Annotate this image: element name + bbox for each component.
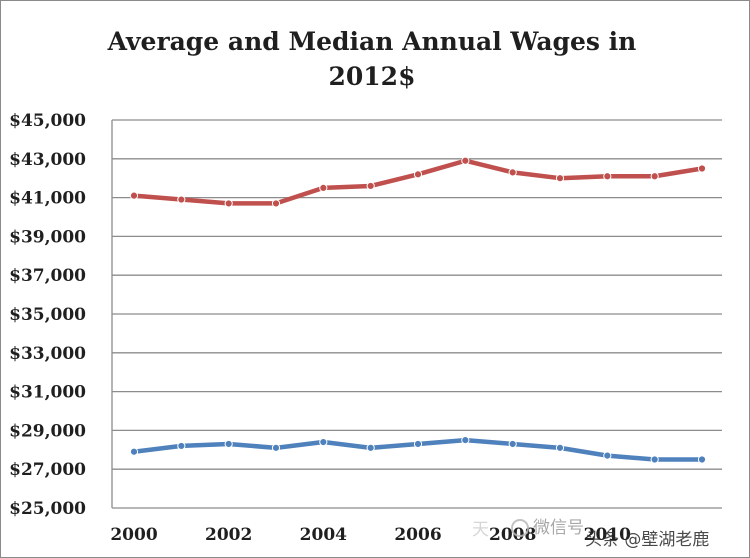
y-tick-label: $25,000: [9, 499, 86, 519]
x-tick-label: 2008: [489, 525, 536, 545]
watermark-left-text: 天: [472, 520, 489, 540]
x-tick-label: 2006: [394, 525, 441, 545]
y-axis-tick-labels: $25,000 $27,000 $29,000 $31,000 $33,000 $35,0…: [9, 111, 86, 519]
x-tick-label: 2004: [300, 525, 347, 545]
data-point: [413, 439, 423, 449]
data-point: [129, 447, 139, 456]
y-tick-label: $29,000: [9, 421, 86, 441]
x-tick-label: 2000: [110, 525, 157, 545]
watermark-brand-text: 头条 @壁湖老鹿: [585, 530, 709, 550]
data-point: [413, 170, 423, 179]
y-tick-label: $33,000: [9, 344, 86, 364]
data-point: [177, 195, 186, 204]
data-point: [224, 439, 233, 449]
data-point: [508, 168, 517, 177]
y-tick-label: $39,000: [9, 227, 86, 247]
data-point: [461, 156, 470, 165]
series-average: [129, 156, 707, 208]
watermark-wechat-text: 微信号: [533, 518, 584, 538]
wechat-icon: [511, 519, 529, 537]
x-axis-tick-labels: 2000 2002 2004 2006 2008 2010: [110, 525, 631, 545]
data-point: [366, 443, 375, 452]
x-tick-label: 2010: [584, 525, 631, 545]
data-point: [650, 455, 659, 464]
data-point: [129, 191, 139, 200]
data-point: [319, 437, 328, 447]
watermark: 天 微信号 头条 @壁湖老鹿: [472, 518, 709, 550]
data-point: [366, 181, 375, 191]
data-point: [555, 174, 565, 183]
data-point: [461, 436, 470, 445]
data-series: [129, 156, 707, 464]
data-point: [650, 172, 659, 181]
chart-title-line-1: Average and Median Annual Wages in: [107, 27, 637, 56]
data-point: [177, 441, 186, 451]
x-tick-label: 2002: [205, 525, 252, 545]
data-point: [697, 455, 707, 464]
y-tick-label: $43,000: [9, 150, 86, 170]
y-tick-label: $37,000: [9, 266, 86, 286]
data-point: [603, 172, 612, 181]
data-point: [224, 199, 233, 208]
data-point: [508, 439, 517, 449]
y-tick-label: $27,000: [9, 460, 86, 480]
y-tick-label: $41,000: [9, 189, 86, 209]
gridlines: [111, 119, 722, 509]
data-point: [271, 443, 281, 452]
y-tick-label: $31,000: [9, 383, 86, 403]
data-point: [319, 183, 328, 192]
data-point: [555, 443, 565, 452]
y-tick-label: $45,000: [9, 111, 86, 131]
data-point: [603, 451, 612, 460]
chart-title-line-2: 2012$: [329, 62, 416, 91]
data-point: [271, 199, 281, 208]
y-tick-label: $35,000: [9, 305, 86, 325]
data-point: [697, 164, 707, 173]
series-median: [129, 436, 707, 464]
